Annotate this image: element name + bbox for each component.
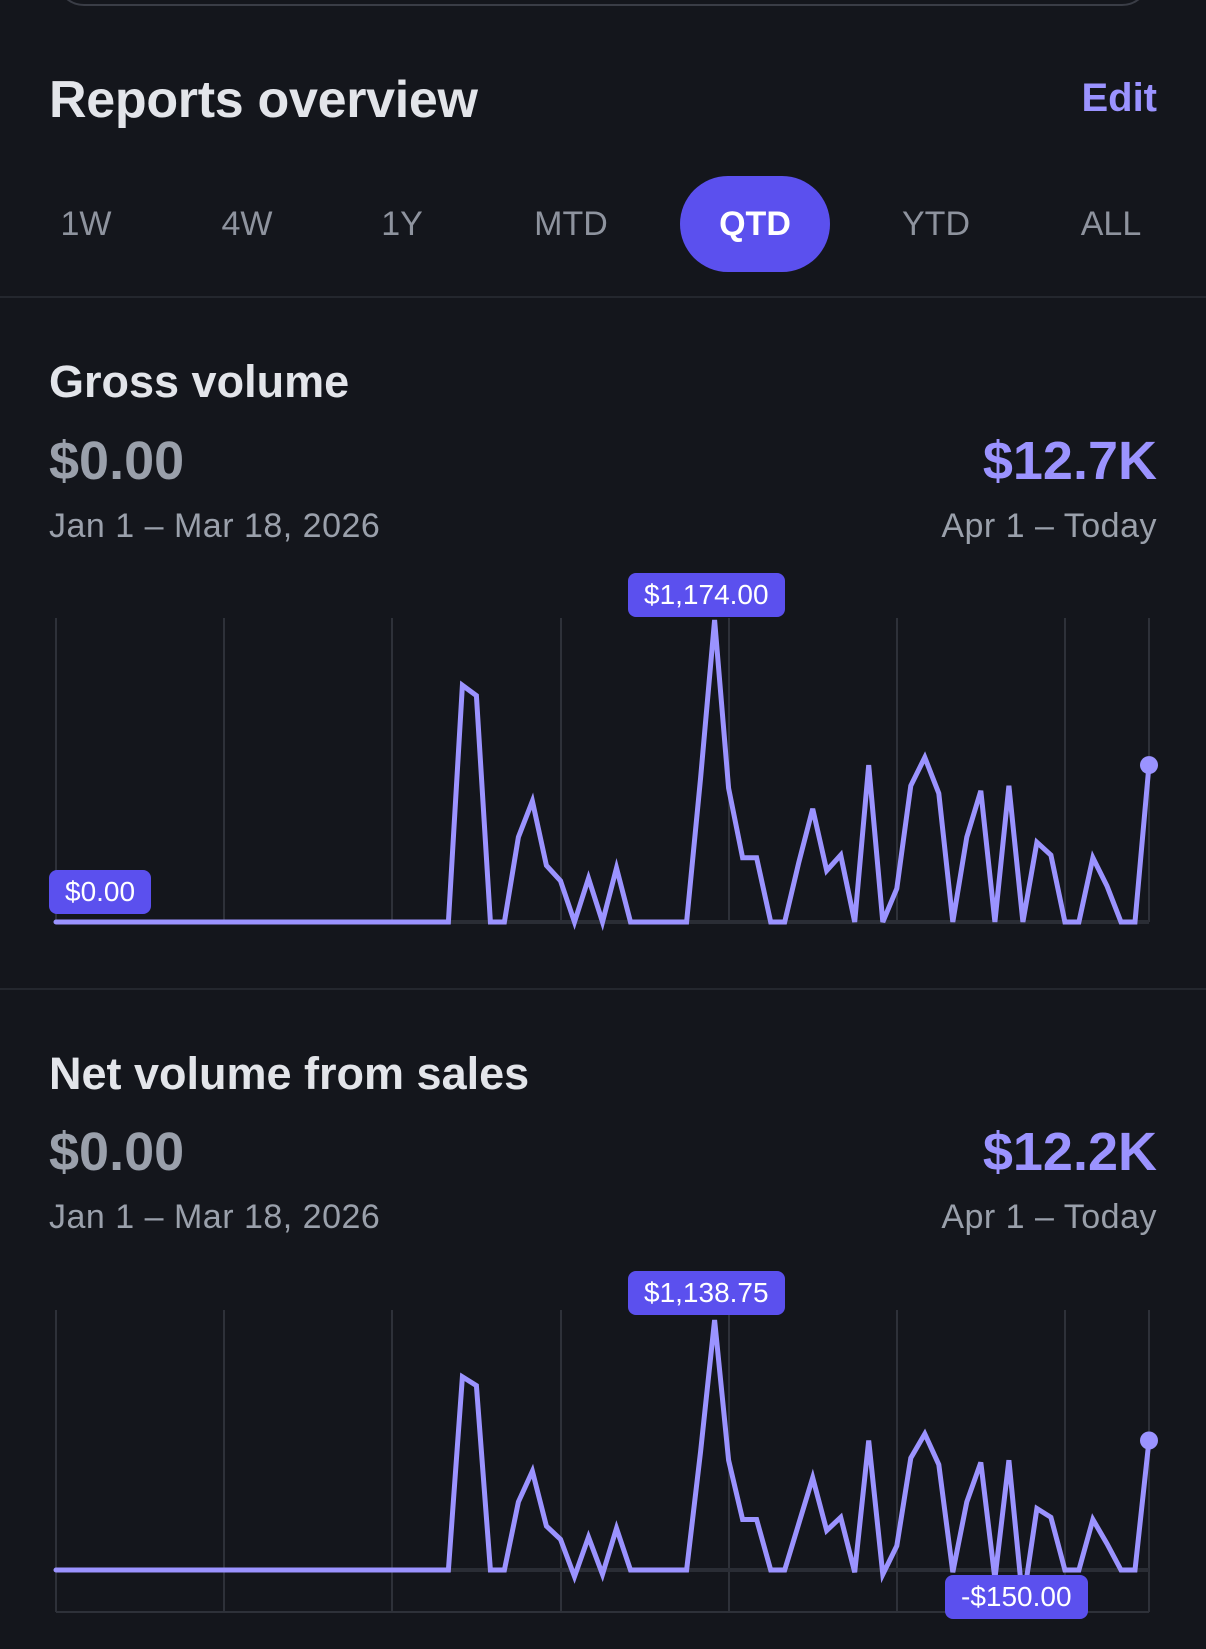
net-volume-previous-range: Jan 1 – Mar 18, 2026 <box>49 1198 381 1236</box>
gross-volume-title: Gross volume <box>49 356 350 407</box>
series-endpoint <box>1140 756 1158 775</box>
gross-volume-chart[interactable]: $1,174.00 $0.00 <box>0 570 1206 950</box>
gross-volume-current-value: $12.7K <box>982 431 1157 491</box>
series-line <box>53 1319 1152 1604</box>
period-tabs: 1W 4W 1Y MTD QTD YTD ALL <box>0 176 1206 274</box>
net-volume-max-label: $1,138.75 <box>628 1271 785 1315</box>
tab-1y[interactable]: 1Y <box>381 205 423 243</box>
edit-button[interactable]: Edit <box>1081 76 1157 120</box>
gross-volume-max-label: $1,174.00 <box>628 573 785 617</box>
page-title: Reports overview <box>49 71 478 129</box>
gross-volume-current-range: Apr 1 – Today <box>941 507 1157 545</box>
gross-volume-chart-svg <box>53 618 1158 931</box>
gross-volume-previous-range: Jan 1 – Mar 18, 2026 <box>49 507 381 545</box>
net-volume-current-range: Apr 1 – Today <box>941 1198 1157 1236</box>
net-volume-chart[interactable]: $1,138.75 -$150.00 <box>0 1262 1206 1642</box>
tab-ytd[interactable]: YTD <box>902 205 970 243</box>
search-field-edge[interactable] <box>56 0 1150 6</box>
net-volume-chart-svg <box>53 1310 1158 1613</box>
net-volume-title: Net volume from sales <box>49 1048 530 1099</box>
net-volume-min-label: -$150.00 <box>945 1575 1088 1619</box>
tab-4w[interactable]: 4W <box>221 205 273 243</box>
section-divider <box>0 988 1206 990</box>
net-volume-current-value: $12.2K <box>982 1122 1157 1182</box>
section-divider <box>0 296 1206 298</box>
tab-1w[interactable]: 1W <box>60 205 112 243</box>
gross-volume-baseline-label: $0.00 <box>49 870 152 914</box>
net-volume-previous-value: $0.00 <box>49 1122 185 1182</box>
tab-mtd[interactable]: MTD <box>534 205 608 243</box>
tab-qtd[interactable]: QTD <box>680 176 830 272</box>
gross-volume-previous-value: $0.00 <box>49 431 185 491</box>
series-endpoint <box>1140 1431 1158 1450</box>
series-line <box>53 619 1152 931</box>
tab-all[interactable]: ALL <box>1080 205 1142 243</box>
